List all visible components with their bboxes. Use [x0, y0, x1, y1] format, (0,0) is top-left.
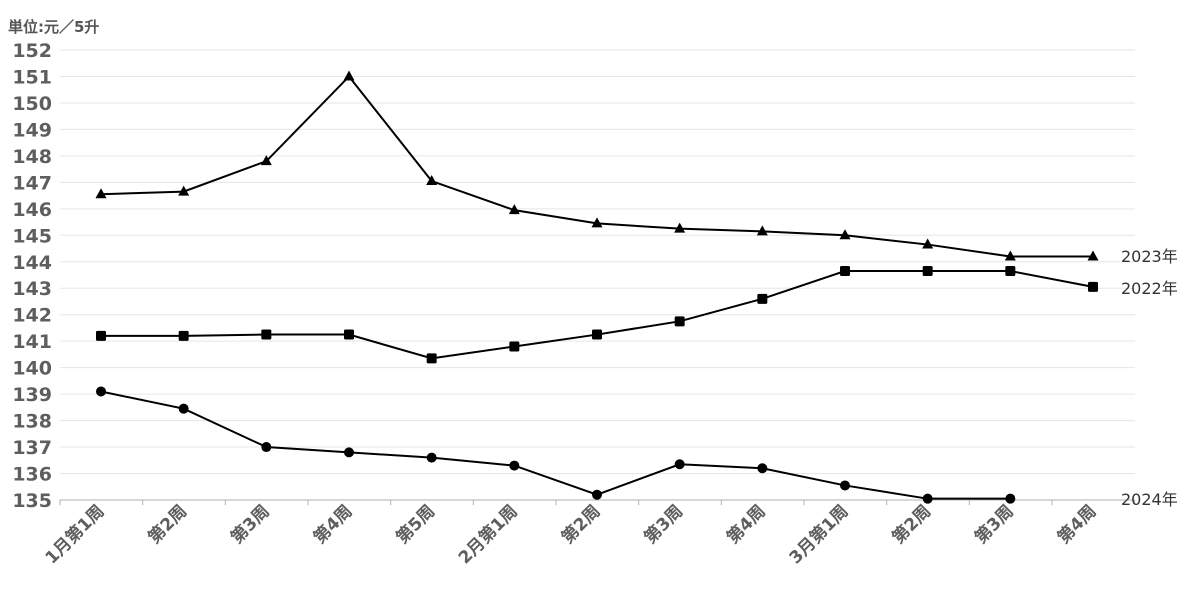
data-point-square [1088, 281, 1098, 292]
data-point-triangle [1004, 250, 1016, 261]
series-line [100, 390, 1011, 500]
y-tick-label: 135 [12, 490, 52, 512]
data-point-square [344, 329, 354, 340]
data-point-circle [674, 459, 685, 470]
x-axis-ticks: 1月第1周 第2周 第3周 第4周 第5周 2月第1周 第2周 第3周 第4周 3月第1周 第2周第… [41, 500, 1136, 569]
y-tick-label: 142 [12, 305, 52, 327]
series-label: 2022年 [1121, 279, 1178, 298]
data-point-triangle [260, 155, 272, 166]
data-point-square [674, 316, 685, 327]
y-tick-label: 145 [12, 225, 52, 247]
data-point-square [509, 341, 520, 352]
data-point-triangle [839, 229, 851, 240]
data-point-square [592, 329, 602, 340]
series-labels: 2023年 2022年 2024年 [1121, 247, 1178, 509]
series-label: 2024年 [1121, 490, 1178, 509]
series-line [100, 74, 1093, 258]
x-tick-label: 3月第1周 [785, 501, 853, 569]
data-point-triangle [674, 222, 686, 233]
y-axis-ticks: 135 136 137 138 139 140 141 142 143 144 145 146 147 1… [12, 40, 52, 512]
data-point-circle [261, 442, 272, 453]
x-tick-label: 第2周 [557, 501, 604, 548]
x-tick-label: 第3周 [971, 501, 1018, 548]
data-point-square [426, 353, 437, 364]
y-tick-label: 147 [12, 172, 52, 194]
series-label: 2023年 [1121, 247, 1178, 266]
y-tick-label: 144 [12, 252, 52, 274]
x-tick-label: 第5周 [392, 501, 439, 548]
x-tick-label: 第3周 [227, 501, 274, 548]
unit-label: 単位:元／5升 [8, 18, 100, 36]
y-tick-label: 151 [12, 66, 52, 88]
y-tick-label: 140 [12, 358, 52, 380]
data-point-circle [178, 403, 189, 414]
x-tick-label: 第3周 [640, 501, 687, 548]
x-tick-label: 第4周 [723, 501, 770, 548]
data-point-triangle [95, 188, 107, 199]
series-group [95, 70, 1099, 504]
x-tick-label: 第4周 [1053, 501, 1100, 548]
data-point-square [922, 266, 933, 277]
data-point-square [96, 330, 106, 341]
data-point-triangle [178, 185, 190, 196]
x-tick-label: 2月第1周 [454, 501, 522, 569]
data-point-circle [757, 463, 768, 474]
data-point-circle [426, 452, 437, 463]
data-point-square [840, 266, 850, 277]
data-point-circle [96, 386, 106, 397]
data-point-triangle [508, 204, 520, 215]
y-tick-label: 141 [12, 331, 52, 353]
y-tick-label: 137 [12, 437, 52, 459]
x-tick-label: 第2周 [888, 501, 935, 548]
data-point-circle [840, 480, 850, 491]
data-point-circle [1005, 493, 1016, 504]
data-point-triangle [1087, 250, 1099, 261]
y-tick-label: 150 [12, 93, 52, 115]
y-tick-label: 136 [12, 464, 52, 486]
data-point-circle [509, 460, 520, 471]
y-tick-label: 149 [12, 119, 52, 141]
data-point-circle [344, 447, 354, 458]
y-tick-label: 139 [12, 384, 52, 406]
x-tick-label: 第4周 [309, 501, 356, 548]
data-point-triangle [343, 70, 355, 81]
data-point-square [261, 329, 272, 340]
data-point-square [1005, 266, 1016, 277]
data-point-square [178, 330, 189, 341]
y-tick-label: 152 [12, 40, 52, 62]
data-point-circle [592, 489, 602, 500]
y-tick-label: 143 [12, 278, 52, 300]
y-tick-label: 138 [12, 411, 52, 433]
data-point-triangle [756, 225, 768, 236]
data-point-triangle [922, 238, 934, 249]
data-point-triangle [591, 217, 603, 228]
x-tick-label: 第2周 [144, 501, 191, 548]
grid-lines [60, 49, 1135, 501]
data-point-circle [922, 493, 933, 504]
y-tick-label: 148 [12, 146, 52, 168]
data-point-triangle [426, 175, 438, 186]
data-point-square [757, 293, 768, 304]
y-tick-label: 146 [12, 199, 52, 221]
